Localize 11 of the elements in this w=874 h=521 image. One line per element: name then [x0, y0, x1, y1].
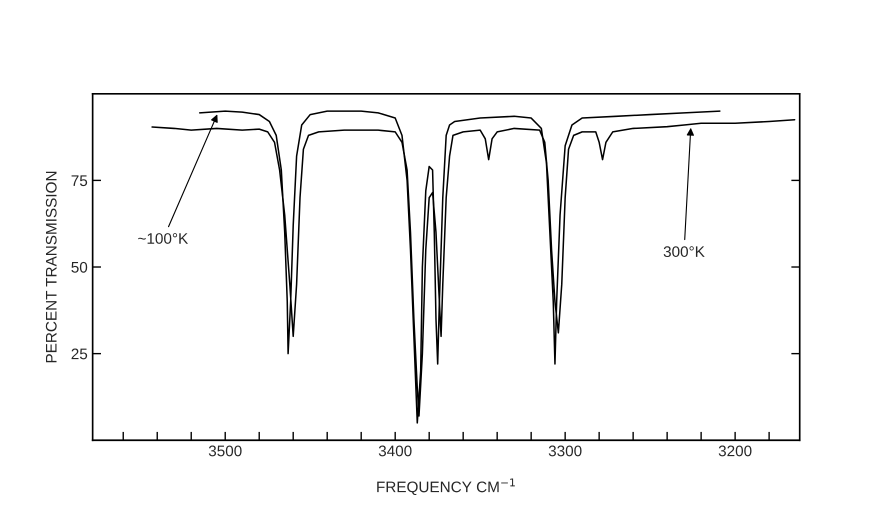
- x-tick-label: 3200: [718, 446, 752, 456]
- annotation: ~100°K: [138, 233, 188, 244]
- y-axis-title: PERCENT TRANSMISSION: [46, 172, 57, 362]
- y-tick-label: 25: [72, 348, 88, 360]
- y-tick-label: 50: [71, 262, 88, 273]
- x-tick-label: 3300: [548, 446, 582, 456]
- x-axis-title: FREQUENCY CM$^{−1}$: [377, 478, 515, 496]
- x-tick-label: 3400: [378, 446, 412, 456]
- annotation: 300°K: [664, 246, 705, 258]
- x-tick-label: 3500: [208, 446, 242, 456]
- y-tick-label: 75: [72, 175, 88, 186]
